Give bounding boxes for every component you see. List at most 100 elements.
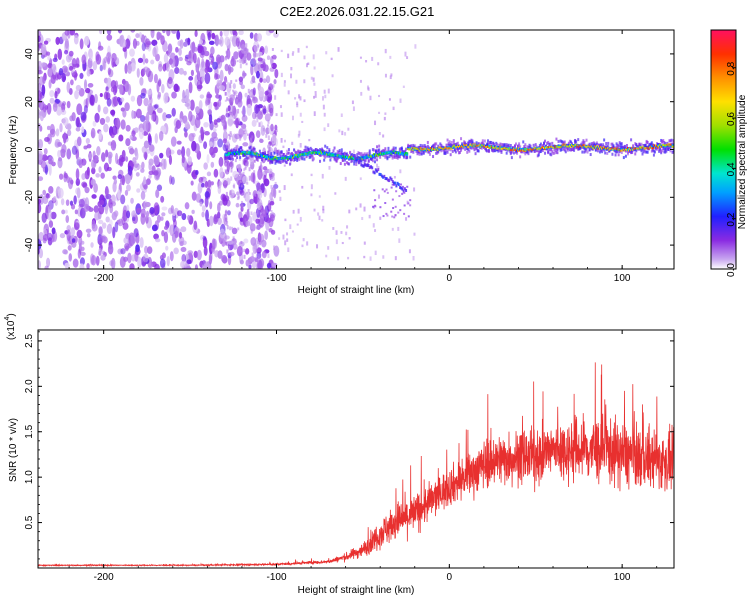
spectrogram-carrier-halo (472, 146, 475, 150)
spectrogram-dip-cell (360, 163, 363, 167)
spectrogram-carrier-core (295, 154, 298, 157)
spectrogram-carrier-edge (452, 145, 455, 149)
spectrogram-carrier-halo (249, 153, 252, 157)
spectrogram-noise-cell (264, 230, 268, 241)
spectrogram-y-tick-label: 0 (24, 146, 35, 152)
spectrogram-carrier-edge (544, 146, 547, 150)
spectrogram-carrier-halo (455, 146, 458, 150)
spectrogram-carrier-core (638, 147, 641, 150)
spectrogram-faint-cell (237, 194, 240, 200)
spectrogram-noise-cell (204, 98, 209, 107)
spectrogram-carrier-halo (319, 153, 322, 157)
spectrogram-carrier-halo (281, 160, 284, 164)
spectrogram-carrier-halo (418, 145, 421, 149)
spectrogram-carrier-core (640, 147, 643, 150)
colorbar: 0.00.20.40.60.8 Normalized spectral ampl… (710, 29, 748, 277)
spectrogram-dip-cell (374, 199, 377, 202)
spectrogram-carrier-core (664, 144, 667, 147)
spectrogram-carrier-edge (623, 147, 626, 151)
spectrogram-noise-cell (101, 222, 107, 229)
spectrogram-noise-cell (223, 30, 230, 37)
spectrogram-noise-cell (95, 51, 100, 62)
spectrogram-noise-cell (80, 240, 85, 245)
snr-y-tick-label: 1.0 (24, 470, 35, 484)
spectrogram-faint-cell (394, 256, 397, 261)
spectrogram-carrier-halo (326, 146, 329, 150)
spectrogram-carrier-halo (548, 142, 551, 146)
spectrogram-carrier-core (337, 154, 340, 157)
spectrogram-carrier-halo (228, 156, 231, 160)
spectrogram-carrier-edge (439, 147, 442, 151)
spectrogram-faint-cell (229, 131, 232, 135)
spectrogram-carrier-halo (250, 154, 253, 158)
spectrogram-carrier-halo (246, 157, 249, 161)
spectrogram-noise-cell (84, 186, 90, 194)
spectrogram-carrier-halo (653, 150, 656, 154)
spectrogram-carrier-halo (484, 148, 487, 152)
spectrogram-carrier-core (317, 151, 320, 154)
spectrogram-carrier-halo (276, 150, 279, 154)
spectrogram-noise-cell (43, 148, 48, 155)
spectrogram-noise-cell (161, 252, 166, 259)
spectrogram-noise-cell (85, 87, 91, 94)
spectrogram-faint-cell (224, 125, 227, 129)
spectrogram-carrier-core (307, 152, 310, 155)
spectrogram-carrier-core (527, 148, 530, 151)
spectrogram-carrier-halo (664, 150, 667, 154)
spectrogram-carrier-core (248, 150, 251, 153)
spectrogram-carrier-halo (417, 150, 420, 154)
spectrogram-faint-cell (280, 112, 283, 117)
spectrogram-carrier-halo (301, 150, 304, 154)
spectrogram-noise-cell (144, 58, 149, 64)
spectrogram-noise-cell (64, 209, 68, 214)
spectrogram-carrier-halo (293, 158, 296, 162)
spectrogram-faint-cell (321, 173, 324, 179)
spectrogram-faint-cell (226, 221, 229, 227)
spectrogram-carrier-halo (308, 153, 311, 157)
spectrogram-carrier-core (506, 147, 509, 150)
spectrogram-carrier-edge (412, 147, 415, 151)
spectrogram-carrier-halo (254, 154, 257, 158)
spectrogram-carrier-core (509, 149, 512, 152)
spectrogram-carrier-core (521, 149, 524, 152)
spectrogram-noise-cell (125, 38, 131, 49)
spectrogram-carrier-halo (284, 160, 287, 164)
spectrogram-carrier-halo (295, 152, 298, 156)
spectrogram-noise-cell (161, 212, 166, 217)
spectrogram-noise-cell (231, 238, 236, 246)
spectrogram-carrier-halo (491, 147, 494, 151)
spectrogram-carrier-edge (418, 147, 421, 151)
spectrogram-faint-cell (291, 141, 294, 146)
spectrogram-carrier-core (496, 147, 499, 150)
spectrogram-noise-cell (80, 111, 87, 121)
spectrogram-noise-cell (144, 201, 151, 208)
spectrogram-noise-cell (116, 96, 121, 102)
spectrogram-carrier-core (579, 144, 582, 147)
spectrogram-carrier-halo (588, 142, 591, 146)
spectrogram-carrier-halo (274, 158, 277, 162)
spectrogram-noise-cell (38, 138, 44, 149)
spectrogram-dip-cell (391, 183, 394, 186)
spectrogram-carrier-core (443, 147, 446, 150)
spectrogram-carrier-halo (485, 142, 488, 146)
spectrogram-noise-cell (189, 99, 195, 111)
spectrogram-carrier-core (224, 153, 227, 156)
spectrogram-carrier-edge (463, 144, 466, 148)
spectrogram-carrier-core (257, 154, 260, 157)
spectrogram-noise-cell (142, 253, 149, 263)
spectrogram-faint-cell (296, 101, 299, 105)
spectrogram-carrier-halo (445, 143, 448, 147)
spectrogram-carrier-core (536, 148, 539, 151)
spectrogram-dip-cell (372, 170, 375, 174)
spectrogram-carrier-edge (470, 144, 473, 148)
spectrogram-noise-cell (105, 216, 110, 223)
snr-scale-exponent: 4 (4, 317, 11, 321)
spectrogram-carrier-halo (615, 142, 618, 146)
spectrogram-carrier-core (382, 153, 385, 156)
spectrogram-carrier-edge (496, 145, 499, 149)
spectrogram-noise-cell (91, 167, 96, 175)
spectrogram-noise-cell (242, 105, 246, 118)
spectrogram-carrier-halo (602, 145, 605, 149)
spectrogram-carrier-core (651, 147, 654, 150)
spectrogram-carrier-halo (611, 152, 614, 156)
